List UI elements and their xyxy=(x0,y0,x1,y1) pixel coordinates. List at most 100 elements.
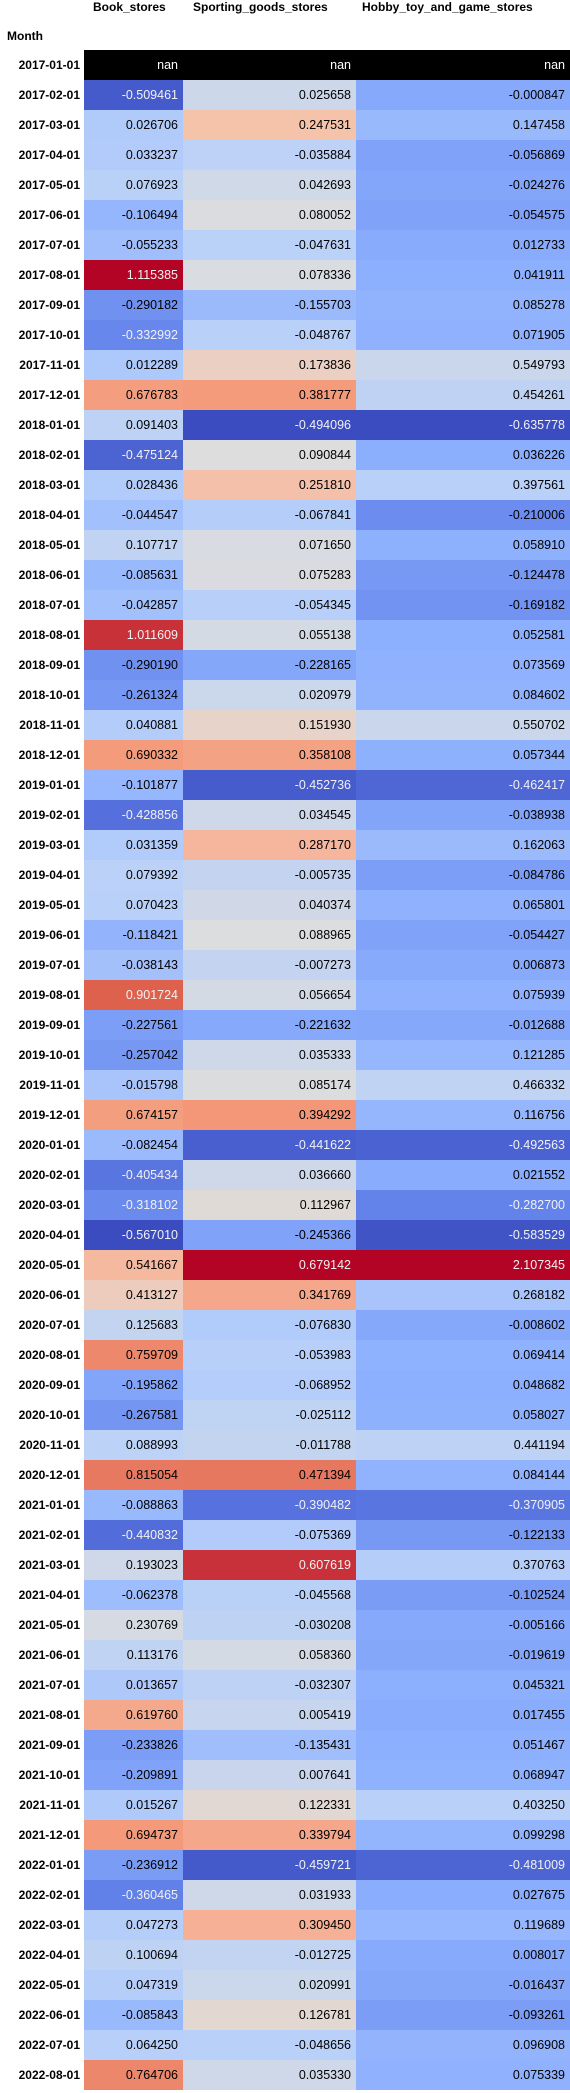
row-month-label: 2018-08-01 xyxy=(18,628,80,642)
heatmap-cell: -0.492563 xyxy=(356,1130,570,1160)
table-row: 2018-12-01 0.690332 0.358108 0.057344 xyxy=(0,740,570,770)
heatmap-cell: -0.370905 xyxy=(356,1490,570,1520)
index-label: Month xyxy=(7,29,43,43)
row-month-label: 2018-04-01 xyxy=(18,508,80,522)
table-row: 2021-10-01 -0.209891 0.007641 0.068947 xyxy=(0,1760,570,1790)
heatmap-cell: 0.080052 xyxy=(183,200,356,230)
heatmap-cell: -0.035884 xyxy=(183,140,356,170)
heatmap-cell: 0.051467 xyxy=(356,1730,570,1760)
table-row: 2019-07-01 -0.038143 -0.007273 0.006873 xyxy=(0,950,570,980)
heatmap-cell: 0.230769 xyxy=(84,1610,183,1640)
heatmap-cell: 0.048682 xyxy=(356,1370,570,1400)
heatmap-cell: 0.031933 xyxy=(183,1880,356,1910)
column-header-sporting-goods-stores: Sporting_goods_stores xyxy=(193,0,328,14)
table-row: 2019-09-01 -0.227561 -0.221632 -0.012688 xyxy=(0,1010,570,1040)
heatmap-cell: 0.679142 xyxy=(183,1250,356,1280)
heatmap-cell: -0.085631 xyxy=(84,560,183,590)
heatmap-cell: 1.115385 xyxy=(84,260,183,290)
table-row: 2018-05-01 0.107717 0.071650 0.058910 xyxy=(0,530,570,560)
row-month-label: 2022-06-01 xyxy=(18,2008,80,2022)
table-row: 2020-06-01 0.413127 0.341769 0.268182 xyxy=(0,1280,570,1310)
heatmap-cell: -0.360465 xyxy=(84,1880,183,1910)
heatmap-cell: -0.005735 xyxy=(183,860,356,890)
heatmap-cell: -0.085843 xyxy=(84,2000,183,2030)
row-month-label: 2020-03-01 xyxy=(18,1198,80,1212)
row-month-label: 2017-12-01 xyxy=(18,388,80,402)
heatmap-cell: -0.135431 xyxy=(183,1730,356,1760)
heatmap-cell: -0.038938 xyxy=(356,800,570,830)
heatmap-cell: 0.058360 xyxy=(183,1640,356,1670)
heatmap-cell: -0.068952 xyxy=(183,1370,356,1400)
row-month-label: 2017-07-01 xyxy=(18,238,80,252)
heatmap-cell: -0.030208 xyxy=(183,1610,356,1640)
heatmap-cell: -0.011788 xyxy=(183,1430,356,1460)
table-row: 2022-02-01 -0.360465 0.031933 0.027675 xyxy=(0,1880,570,1910)
row-month-label: 2020-11-01 xyxy=(19,1438,80,1452)
heatmap-cell: 0.088993 xyxy=(84,1430,183,1460)
heatmap-cell: 0.466332 xyxy=(356,1070,570,1100)
heatmap-cell: 0.397561 xyxy=(356,470,570,500)
table-row: 2021-11-01 0.015267 0.122331 0.403250 xyxy=(0,1790,570,1820)
row-month-label: 2018-05-01 xyxy=(18,538,80,552)
row-month-label: 2022-01-01 xyxy=(18,1858,80,1872)
heatmap-cell: 0.042693 xyxy=(183,170,356,200)
heatmap-cell: 0.085278 xyxy=(356,290,570,320)
heatmap-cell: -0.084786 xyxy=(356,860,570,890)
heatmap-cell: 0.069414 xyxy=(356,1340,570,1370)
heatmap-cell: -0.567010 xyxy=(84,1220,183,1250)
row-month-label: 2017-04-01 xyxy=(18,148,80,162)
heatmap-cell: -0.233826 xyxy=(84,1730,183,1760)
heatmap-cell: -0.236912 xyxy=(84,1850,183,1880)
table-row: 2019-12-01 0.674157 0.394292 0.116756 xyxy=(0,1100,570,1130)
heatmap-cell: 0.006873 xyxy=(356,950,570,980)
heatmap-cell: -0.076830 xyxy=(183,1310,356,1340)
heatmap-cell: -0.044547 xyxy=(84,500,183,530)
heatmap-cell: 0.126781 xyxy=(183,2000,356,2030)
table-row: 2019-06-01 -0.118421 0.088965 -0.054427 xyxy=(0,920,570,950)
row-month-label: 2020-05-01 xyxy=(18,1258,80,1272)
row-month-label: 2020-01-01 xyxy=(18,1138,80,1152)
heatmap-cell: 0.047273 xyxy=(84,1910,183,1940)
table-row: 2018-01-01 0.091403 -0.494096 -0.635778 xyxy=(0,410,570,440)
heatmap-cell: 0.056654 xyxy=(183,980,356,1010)
table-row: 2020-10-01 -0.267581 -0.025112 0.058027 xyxy=(0,1400,570,1430)
table-row: 2020-09-01 -0.195862 -0.068952 0.048682 xyxy=(0,1370,570,1400)
heatmap-cell: -0.075369 xyxy=(183,1520,356,1550)
table-row: 2021-02-01 -0.440832 -0.075369 -0.122133 xyxy=(0,1520,570,1550)
heatmap-cell: 0.035330 xyxy=(183,2060,356,2090)
heatmap-cell: 0.015267 xyxy=(84,1790,183,1820)
heatmap-cell: 0.040881 xyxy=(84,710,183,740)
table-row: 2021-12-01 0.694737 0.339794 0.099298 xyxy=(0,1820,570,1850)
table-row: 2021-01-01 -0.088863 -0.390482 -0.370905 xyxy=(0,1490,570,1520)
heatmap-cell: 0.764706 xyxy=(84,2060,183,2090)
heatmap-cell: 0.454261 xyxy=(356,380,570,410)
heatmap-cell: 0.088965 xyxy=(183,920,356,950)
row-month-label: 2017-10-01 xyxy=(18,328,80,342)
table-row: 2018-04-01 -0.044547 -0.067841 -0.210006 xyxy=(0,500,570,530)
heatmap-cell: -0.062378 xyxy=(84,1580,183,1610)
heatmap-cell: -0.012688 xyxy=(356,1010,570,1040)
heatmap-cell: -0.047631 xyxy=(183,230,356,260)
heatmap-cell: nan xyxy=(183,50,356,80)
heatmap-cell: 0.403250 xyxy=(356,1790,570,1820)
table-row: 2022-01-01 -0.236912 -0.459721 -0.481009 xyxy=(0,1850,570,1880)
heatmap-cell: 0.058027 xyxy=(356,1400,570,1430)
heatmap-cell: -0.245366 xyxy=(183,1220,356,1250)
heatmap-cell: 0.055138 xyxy=(183,620,356,650)
table-row: 2019-01-01 -0.101877 -0.452736 -0.462417 xyxy=(0,770,570,800)
table-row: 2018-09-01 -0.290190 -0.228165 0.073569 xyxy=(0,650,570,680)
heatmap-cell: 0.690332 xyxy=(84,740,183,770)
table-row: 2022-03-01 0.047273 0.309450 0.119689 xyxy=(0,1910,570,1940)
table-row: 2018-10-01 -0.261324 0.020979 0.084602 xyxy=(0,680,570,710)
heatmap-cell: -0.290190 xyxy=(84,650,183,680)
row-month-label: 2020-07-01 xyxy=(18,1318,80,1332)
heatmap-cell: -0.106494 xyxy=(84,200,183,230)
heatmap-cell: -0.155703 xyxy=(183,290,356,320)
heatmap-cell: -0.257042 xyxy=(84,1040,183,1070)
table-row: 2022-08-01 0.764706 0.035330 0.075339 xyxy=(0,2060,570,2090)
heatmap-cell: 0.045321 xyxy=(356,1670,570,1700)
heatmap-cell: -0.228165 xyxy=(183,650,356,680)
heatmap-cell: 0.027675 xyxy=(356,1880,570,1910)
heatmap-cell: 0.008017 xyxy=(356,1940,570,1970)
table-row: 2020-03-01 -0.318102 0.112967 -0.282700 xyxy=(0,1190,570,1220)
